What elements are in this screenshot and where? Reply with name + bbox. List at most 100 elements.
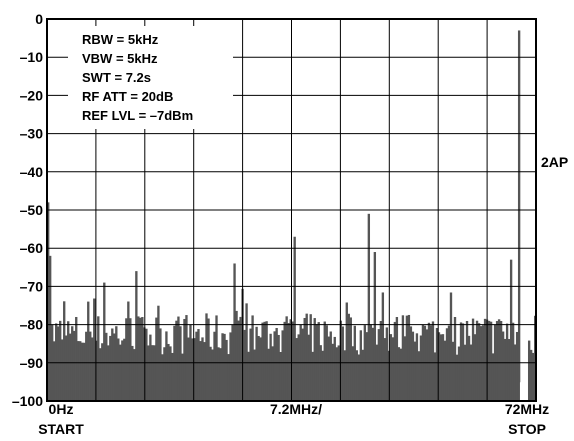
spectrum-bin (257, 335, 260, 401)
setting-vbw: VBW = 5kHz (82, 51, 158, 66)
spectrum-bin (213, 331, 216, 401)
spectrum-bin (417, 351, 421, 401)
spectrum-bin (423, 325, 427, 401)
spectrum-bin (211, 349, 214, 401)
spectrum-bin (531, 352, 535, 401)
spectrum-bin (57, 326, 60, 401)
spectrum-bin (319, 345, 322, 401)
spectrum-bin (167, 343, 170, 401)
spectrum-bin (453, 317, 457, 401)
spectrum-bin (233, 263, 236, 401)
spectrum-bin (163, 347, 166, 401)
spectrum-bin (497, 319, 501, 401)
spectrum-bin (99, 348, 102, 401)
spectrum-bin (333, 336, 336, 401)
spectrum-bin (375, 344, 379, 401)
spectrum-bin (181, 353, 184, 401)
spectrum-bin (195, 331, 198, 401)
spectrum-bin (255, 326, 258, 401)
spectrum-bin (127, 301, 130, 401)
spectrum-bin (249, 328, 252, 401)
spectrum-bin (113, 333, 116, 401)
spectrum-bin (307, 334, 310, 401)
x-stop-caption: STOP (508, 421, 546, 437)
spectrum-bin (259, 337, 262, 401)
spectrum-bin (161, 354, 164, 401)
spectrum-bin (97, 316, 100, 401)
spectrum-bin (329, 331, 332, 401)
spectrum-bin (313, 318, 316, 401)
spectrum-bin (523, 382, 527, 401)
spectrum-bin (407, 314, 411, 401)
spectrum-bin (263, 321, 266, 401)
spectrum-bin (203, 342, 206, 401)
spectrum-bin (49, 255, 52, 401)
spectrum-bin (59, 320, 62, 401)
spectrum-bin (321, 350, 324, 401)
spectrum-bin (309, 314, 312, 401)
spectrum-bin (243, 329, 246, 401)
spectrum-bin (159, 328, 162, 401)
spectrum-bin (111, 328, 114, 401)
y-tick-label: –70 (20, 278, 44, 294)
spectrum-bin (385, 327, 389, 401)
spectrum-bin (353, 325, 356, 401)
spectrum-bin (501, 331, 505, 401)
spectrum-bin (193, 338, 196, 401)
spectrum-bin (295, 338, 298, 401)
spectrum-bin (521, 387, 525, 401)
x-start-label: 0Hz (49, 401, 74, 417)
spectrum-bin (47, 202, 50, 401)
spectrum-bin (85, 331, 88, 401)
spectrum-bin (419, 335, 423, 401)
spectrum-bin (331, 343, 334, 401)
spectrum-bin (351, 346, 354, 401)
spectrum-bin (63, 301, 66, 401)
spectrum-bin (281, 330, 284, 401)
spectrum-bin (303, 317, 306, 401)
y-tick-label: –40 (20, 164, 44, 180)
spectrum-bin (467, 335, 471, 401)
spectrum-bin (479, 326, 483, 401)
spectrum-bin (277, 334, 280, 401)
spectrum-bin (459, 322, 463, 401)
spectrum-bin (323, 321, 326, 401)
spectrum-bin (491, 353, 495, 401)
spectrum-bin (151, 345, 154, 401)
spectrum-bin (411, 331, 415, 401)
setting-swt: SWT = 7.2s (82, 70, 151, 85)
x-start-caption: START (38, 421, 84, 437)
spectrum-bin (251, 315, 254, 401)
spectrum-bin (287, 323, 290, 401)
y-tick-labels: 0 –10 –20 –30 –40 –50 –60 –70 –80 –90 –100 (12, 11, 43, 409)
y-tick-label: –90 (20, 355, 44, 371)
spectrum-bin (435, 327, 439, 401)
spectrum-bin (87, 301, 90, 401)
spectrum-bin (297, 334, 300, 401)
spectrum-bin (393, 321, 397, 401)
spectrum-bin (317, 322, 320, 401)
spectrum-bin (69, 333, 72, 401)
spectrum-bin (267, 348, 270, 401)
spectrum-bin (75, 316, 78, 401)
spectrum-bin (79, 341, 82, 401)
trace-mode-label: 2AP (541, 154, 568, 170)
spectrum-bin (357, 354, 360, 401)
spectrum-bin (275, 327, 278, 401)
setting-ref-lvl: REF LVL = –7dBm (82, 108, 193, 123)
spectrum-bin (147, 345, 150, 401)
spectrum-bin (425, 329, 429, 401)
spectrum-bin (131, 345, 134, 401)
spectrum-bin (499, 320, 503, 401)
spectrum-bin (289, 319, 292, 401)
spectrum-bin (403, 336, 407, 401)
spectrum-bin (371, 327, 375, 401)
spectrum-bin (405, 315, 409, 401)
spectrum-bin (191, 338, 194, 401)
spectrum-bin (197, 329, 200, 401)
spectrum-bin (157, 305, 160, 401)
spectrum-bin (183, 318, 186, 401)
spectrum-bin (101, 343, 104, 401)
spectrum-bin (465, 320, 469, 401)
spectrum-bin (361, 349, 364, 401)
